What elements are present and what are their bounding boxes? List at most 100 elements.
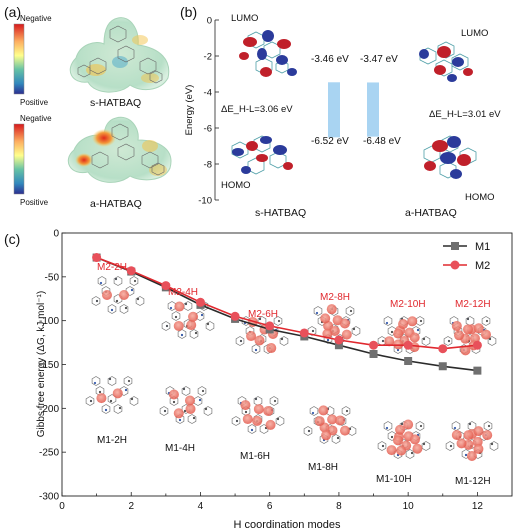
y-tick-label: -50 bbox=[45, 272, 60, 283]
molecule-thumbnail bbox=[443, 316, 497, 356]
s-lumo-value: -3.46 eV bbox=[311, 54, 349, 65]
molecule-thumbnail bbox=[377, 419, 431, 459]
y-axis-label: Gibbs free energy (ΔG, kJ mol⁻¹) bbox=[36, 291, 47, 437]
point-M2-9 bbox=[369, 340, 379, 350]
panel-b-label: (b) bbox=[180, 4, 197, 20]
point-M1-8 bbox=[334, 341, 343, 350]
energy-axis: 0 -2 -4 -6 -8 -10 bbox=[198, 16, 219, 207]
energy-tick-label: -8 bbox=[204, 160, 212, 171]
point-M2-1 bbox=[92, 253, 102, 263]
structure-thumbnails bbox=[85, 276, 499, 461]
s-gap-label: ΔE_H-L=3.06 eV bbox=[221, 104, 293, 115]
a-lumo-value: -3.47 eV bbox=[360, 54, 398, 65]
molecule-thumbnail bbox=[159, 386, 213, 424]
s-lumo-orbital bbox=[239, 30, 297, 77]
legend-m2-marker bbox=[450, 260, 460, 270]
molecule-thumbnail bbox=[161, 301, 215, 339]
point-M2-10 bbox=[403, 340, 413, 350]
a-gap-label: ΔE_H-L=3.01 eV bbox=[429, 109, 501, 120]
a-homo-value: -6.48 eV bbox=[363, 136, 401, 147]
colorbar-bottom bbox=[13, 123, 25, 195]
m2-2h-label: M2-2H bbox=[97, 262, 127, 273]
y-tick-label: -100 bbox=[39, 316, 59, 327]
m2-structure-labels: M2-2H M2-4H M2-6H M2-8H M2-10H M2-12H bbox=[97, 262, 491, 320]
point-M1-12 bbox=[473, 366, 482, 375]
legend-m1-label: M1 bbox=[475, 241, 490, 253]
x-tick-label: 0 bbox=[59, 501, 65, 512]
colorbar-top-positive: Positive bbox=[20, 98, 49, 107]
energy-tick-label: -4 bbox=[204, 88, 212, 99]
legend-m2-label: M2 bbox=[475, 260, 490, 272]
m1-structure-labels: M1-2H M1-4H M1-6H M1-8H M1-10H M1-12H bbox=[97, 435, 491, 487]
m1-2h-label: M1-2H bbox=[97, 435, 127, 446]
energy-level-bars bbox=[328, 82, 379, 138]
gap-bar-s-HATBAQ bbox=[328, 82, 340, 138]
colorbar-top-negative: Negative bbox=[20, 14, 52, 23]
s-hatbaq-esp-map bbox=[69, 17, 170, 93]
series-line-M2 bbox=[96, 256, 478, 350]
s-homo-label: HOMO bbox=[221, 180, 251, 191]
colorbar-bottom-negative: Negative bbox=[20, 114, 52, 123]
x-axis-label: H coordination modes bbox=[233, 519, 341, 531]
y-tick-label: 0 bbox=[53, 229, 59, 240]
m1-12h-label: M1-12H bbox=[455, 476, 491, 487]
point-M1-11 bbox=[438, 362, 447, 371]
energy-tick-label: -10 bbox=[198, 196, 212, 207]
m1-6h-label: M1-6H bbox=[240, 451, 270, 462]
legend-m1-marker bbox=[451, 242, 459, 250]
y-tick-label: -200 bbox=[39, 404, 59, 415]
s-lumo-label: LUMO bbox=[231, 13, 258, 24]
x-tick-label: 10 bbox=[403, 501, 415, 512]
point-M2-3 bbox=[161, 281, 171, 291]
colorbar-bottom-positive: Positive bbox=[20, 198, 49, 207]
molecule-thumbnail bbox=[307, 304, 361, 344]
panel-a: (a) Negative Positive Negative Positive bbox=[4, 4, 172, 210]
energy-tick-label: 0 bbox=[207, 16, 212, 27]
m2-4h-label: M2-4H bbox=[168, 287, 198, 298]
m2-12h-label: M2-12H bbox=[455, 299, 491, 310]
molecule-thumbnail bbox=[91, 276, 145, 314]
point-M2-12 bbox=[472, 340, 482, 350]
x-tick-label: 12 bbox=[472, 501, 484, 512]
plot-series bbox=[92, 253, 482, 375]
m1-8h-label: M1-8H bbox=[308, 462, 338, 473]
s-hatbaq-name: s-HATBAQ bbox=[255, 207, 306, 219]
point-M2-8 bbox=[334, 335, 344, 345]
gap-bar-a-HATBAQ bbox=[367, 82, 379, 137]
molecule-thumbnail bbox=[377, 316, 431, 354]
a-homo-orbital bbox=[423, 135, 477, 179]
a-homo-label: HOMO bbox=[465, 192, 495, 203]
series-line-M1 bbox=[96, 256, 478, 372]
legend: M1 M2 bbox=[443, 241, 490, 272]
m1-4h-label: M1-4H bbox=[165, 443, 195, 454]
molecule-thumbnail bbox=[85, 376, 139, 414]
point-M2-2 bbox=[126, 266, 136, 276]
point-M1-10 bbox=[404, 356, 413, 365]
energy-axis-label: Energy (eV) bbox=[184, 85, 195, 136]
a-hatbaq-label: a-HATBAQ bbox=[90, 198, 142, 210]
point-M2-4 bbox=[195, 297, 205, 307]
x-tick-label: 6 bbox=[267, 501, 273, 512]
point-M1-9 bbox=[369, 349, 378, 358]
molecule-thumbnail bbox=[231, 396, 285, 434]
panel-b: (b) 0 -2 -4 -6 -8 -10 Energy (eV) LUMO ΔE_H-L… bbox=[180, 4, 501, 219]
a-hatbaq-esp-map bbox=[67, 116, 172, 183]
x-tick-label: 4 bbox=[198, 501, 204, 512]
a-lumo-label: LUMO bbox=[461, 28, 488, 39]
x-tick-label: 2 bbox=[128, 501, 134, 512]
point-M2-5 bbox=[230, 311, 240, 321]
point-M2-6 bbox=[265, 321, 275, 331]
y-tick-label: -150 bbox=[39, 360, 59, 371]
a-hatbaq-name: a-HATBAQ bbox=[405, 207, 457, 219]
s-hatbaq-label: s-HATBAQ bbox=[90, 97, 141, 109]
energy-tick-label: -6 bbox=[204, 124, 212, 135]
colorbar-top bbox=[13, 23, 25, 95]
m2-6h-label: M2-6H bbox=[248, 309, 278, 320]
point-M2-11 bbox=[438, 344, 448, 354]
panel-a-label: (a) bbox=[4, 4, 21, 20]
panel-c: (c) Gibbs free energy (ΔG, kJ mol⁻¹) H c… bbox=[4, 229, 513, 531]
molecule-thumbnail bbox=[445, 421, 499, 461]
m1-10h-label: M1-10H bbox=[376, 474, 412, 485]
m2-10h-label: M2-10H bbox=[390, 299, 426, 310]
